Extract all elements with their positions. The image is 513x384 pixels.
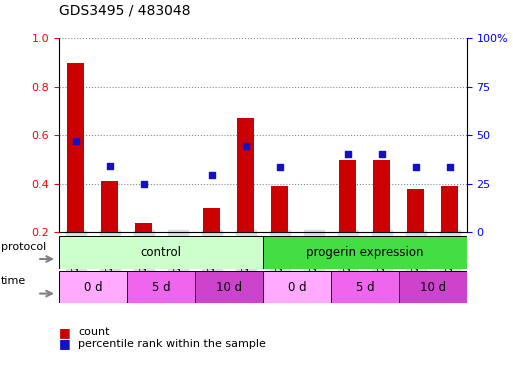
Bar	[399, 271, 467, 303]
Point	[446, 164, 454, 170]
Point	[412, 164, 420, 170]
Point	[208, 172, 216, 179]
Text: control: control	[141, 246, 182, 259]
Bar	[263, 236, 467, 269]
Bar	[135, 223, 152, 232]
Bar	[59, 236, 263, 269]
Text: 5 d: 5 d	[152, 281, 170, 293]
Point	[378, 151, 386, 157]
Point	[344, 151, 352, 157]
Text: progerin expression: progerin expression	[306, 246, 424, 259]
Bar	[127, 271, 195, 303]
Text: 10 d: 10 d	[420, 281, 446, 293]
Text: count: count	[78, 327, 110, 337]
Bar	[441, 186, 458, 232]
Bar	[238, 118, 254, 232]
Bar	[204, 208, 221, 232]
Bar	[263, 271, 331, 303]
Bar	[102, 181, 119, 232]
Point	[242, 143, 250, 149]
Bar	[68, 63, 85, 232]
Bar	[407, 189, 424, 232]
Text: ■: ■	[59, 326, 71, 339]
Text: 0 d: 0 d	[84, 281, 102, 293]
Text: 0 d: 0 d	[288, 281, 306, 293]
Bar	[340, 160, 357, 232]
Point	[72, 138, 80, 144]
Bar	[195, 271, 263, 303]
Text: 10 d: 10 d	[216, 281, 242, 293]
Text: time: time	[1, 276, 26, 286]
Point	[276, 164, 284, 170]
Text: protocol: protocol	[1, 242, 46, 252]
Text: 5 d: 5 d	[356, 281, 374, 293]
Text: ■: ■	[59, 337, 71, 350]
Bar	[331, 271, 399, 303]
Bar	[373, 160, 390, 232]
Bar	[59, 271, 127, 303]
Point	[106, 162, 114, 169]
Text: GDS3495 / 483048: GDS3495 / 483048	[59, 3, 190, 17]
Text: percentile rank within the sample: percentile rank within the sample	[78, 339, 266, 349]
Bar	[271, 186, 288, 232]
Point	[140, 181, 148, 187]
